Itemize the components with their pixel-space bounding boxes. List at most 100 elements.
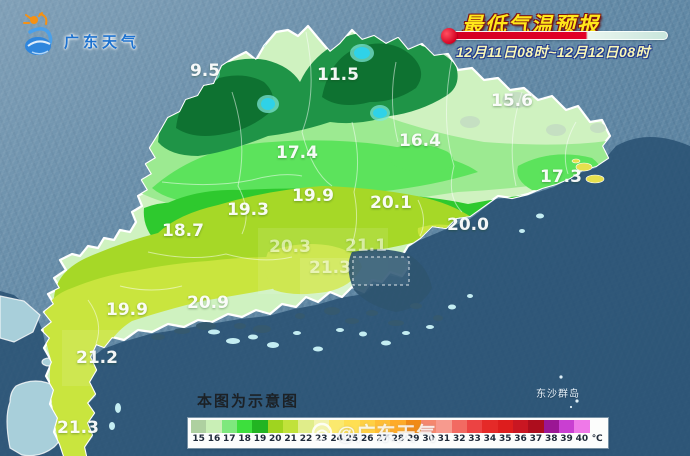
legend-cell: 40: [574, 420, 590, 446]
legend-cell: 29: [405, 420, 421, 446]
dashed-area-box: [352, 256, 410, 286]
temperature-label: 17.3: [540, 167, 582, 187]
legend-swatch: [497, 420, 513, 433]
legend-tick: 30: [422, 434, 435, 444]
legend-swatch: [206, 420, 222, 433]
legend-cell: 18: [236, 420, 253, 446]
legend-cell: 24: [328, 420, 345, 446]
watermark-swirl-icon: [311, 422, 333, 443]
legend-swatch: [221, 420, 237, 433]
legend-cell: 38: [543, 420, 559, 446]
brand-name: 广东天气: [64, 33, 141, 51]
temperature-label: 21.1: [345, 236, 387, 256]
legend-swatch: [374, 420, 391, 433]
temperature-label: 20.9: [187, 293, 229, 313]
schematic-note: 本图为示意图: [197, 393, 300, 410]
legend-swatch: [344, 420, 360, 433]
legend-swatch: [252, 420, 268, 433]
legend-tick: 16: [207, 434, 221, 444]
legend-tick: 19: [253, 434, 267, 444]
temperature-label: 21.2: [76, 348, 118, 368]
legend-tick: 35: [498, 434, 512, 444]
legend-swatch: [512, 420, 529, 433]
legend-cell: 25: [344, 420, 360, 446]
legend-swatch: [466, 420, 483, 433]
legend-swatch: [236, 420, 253, 433]
temperature-label: 21.3: [309, 258, 351, 278]
legend-tick: 15: [192, 434, 205, 444]
legend-swatch: [558, 420, 575, 433]
legend-tick: 29: [406, 434, 420, 444]
coastal-islands-dark: [151, 303, 443, 340]
legend-swatch: [451, 420, 467, 433]
legend-tick: 34: [483, 434, 497, 444]
yellow-islands: [571, 158, 605, 184]
legend-cell: 30: [420, 420, 437, 446]
legend-tick: 39: [560, 434, 573, 444]
legend-unit: ℃: [591, 434, 603, 444]
legend-tick: 22: [299, 434, 313, 444]
legend-swatch: [298, 420, 314, 433]
legend-tick: 24: [330, 434, 343, 444]
legend-cell: 21: [282, 420, 299, 446]
legend-cell: 39: [558, 420, 575, 446]
legend-unit-cell: ℃: [590, 420, 605, 446]
legend-tick: 38: [544, 434, 558, 444]
legend-swatch: [436, 420, 452, 433]
legend-cell: 36: [512, 420, 529, 446]
coastal-islands-pale: [109, 213, 544, 430]
legend-tick: 27: [376, 434, 389, 444]
legend-cell: 32: [451, 420, 467, 446]
legend-swatch: [405, 420, 421, 433]
estuary-water: [348, 249, 432, 312]
district-boundaries: [87, 31, 577, 345]
temperature-label: 18.7: [162, 221, 204, 241]
legend-tick: 31: [437, 434, 451, 444]
legend-cell: 22: [298, 420, 314, 446]
legend-cell: 27: [374, 420, 391, 446]
temperature-label: 15.6: [491, 91, 533, 111]
legend-cell: 15: [191, 420, 207, 446]
legend-swatch: [328, 420, 345, 433]
legend-cell: 20: [267, 420, 283, 446]
legend-cell: 31: [436, 420, 452, 446]
legend-swatch: [390, 420, 406, 433]
thermometer-bar-icon: [452, 31, 668, 40]
thermometer-bulb-icon: [441, 28, 457, 44]
dongsha-islands-label: 东沙群岛: [536, 389, 580, 400]
legend-cell: 37: [528, 420, 544, 446]
legend-tick: 26: [361, 434, 374, 444]
legend-tick: 18: [238, 434, 251, 444]
temperature-label: 17.4: [276, 143, 318, 163]
legend-tick: 36: [514, 434, 527, 444]
legend-tick: 21: [284, 434, 297, 444]
legend-swatch: [543, 420, 559, 433]
legend-tick: 28: [391, 434, 405, 444]
legend-swatch: [590, 420, 605, 433]
legend-cell: 35: [497, 420, 513, 446]
legend-swatch: [574, 420, 590, 433]
temperature-legend: 15 16 17 18 19 20 21 22 23 24 25 26 27 28 29 30 31 32 33 34…: [188, 418, 608, 448]
legend-tick: 40: [575, 434, 589, 444]
legend-tick: 33: [468, 434, 481, 444]
temperature-label: 16.4: [399, 131, 441, 151]
temperature-label: 19.9: [106, 300, 148, 320]
legend-cell: 19: [252, 420, 268, 446]
brand-logo: 广东天气: [20, 10, 140, 60]
legend-tick: 23: [315, 434, 328, 444]
legend-tick: 20: [269, 434, 282, 444]
legend-tick: 37: [529, 434, 543, 444]
legend-tick: 25: [345, 434, 359, 444]
legend-cell: 28: [390, 420, 406, 446]
temperature-label: 19.3: [227, 200, 269, 220]
watermark: @广东天气: [310, 419, 437, 446]
legend-swatch: [359, 420, 375, 433]
legend-swatch: [528, 420, 544, 433]
legend-swatch: [420, 420, 437, 433]
legend-cell: 33: [466, 420, 483, 446]
legend-cell: 34: [482, 420, 498, 446]
legend-tick: 17: [223, 434, 236, 444]
